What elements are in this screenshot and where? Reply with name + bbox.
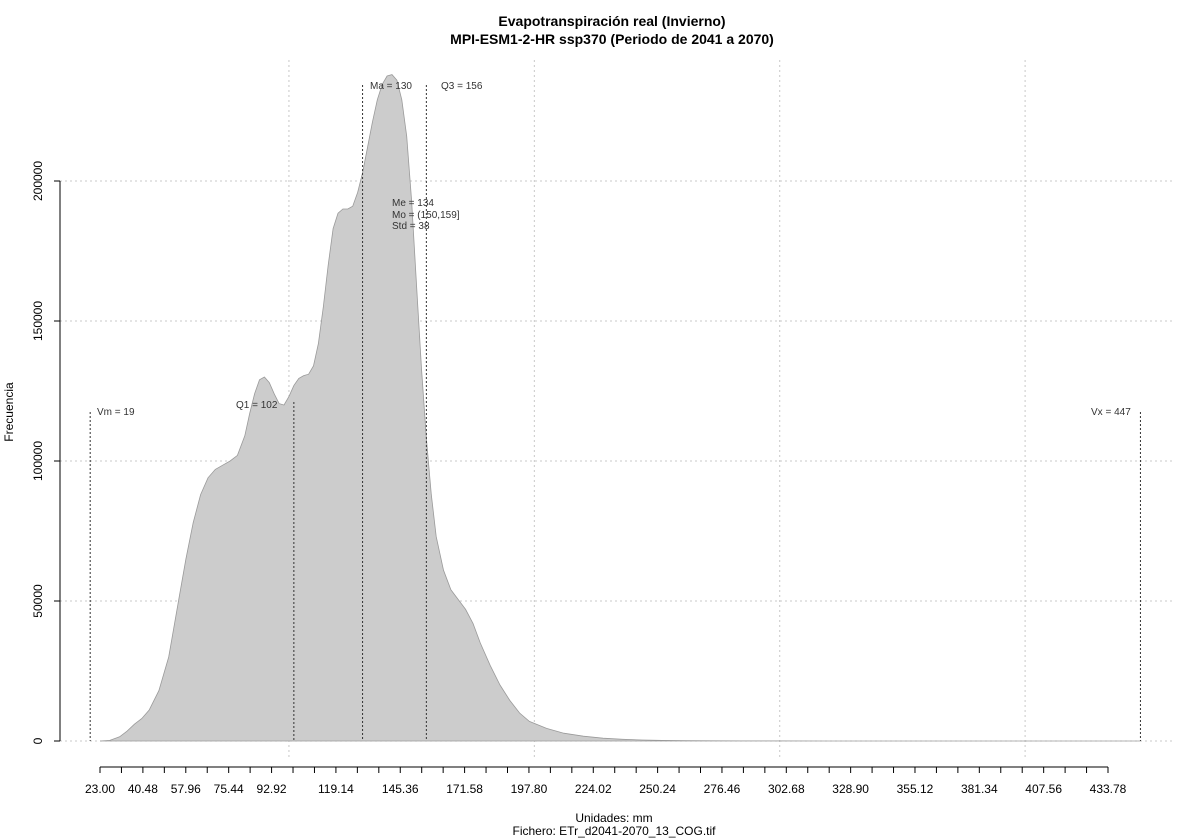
x-tick-label: 197.80 <box>511 782 548 796</box>
axis-layer: 0 50000 100000 150000 200000 23.00 40.48 57.96 7… <box>31 161 1127 796</box>
x-tick-label: 355.12 <box>897 782 934 796</box>
x-tick-label: 75.44 <box>214 782 244 796</box>
annotation-std: Std = 38 <box>392 221 430 232</box>
y-tick-label: 0 <box>31 737 45 744</box>
x-tick-label: 302.68 <box>768 782 805 796</box>
x-tick-label: 276.46 <box>704 782 741 796</box>
x-axis-label: Unidades: mm <box>575 811 652 825</box>
y-tick-label: 200000 <box>31 161 45 201</box>
x-tick-label: 250.24 <box>639 782 676 796</box>
annotation-me: Me = 134 <box>392 198 434 209</box>
annotation-mo: Mo = (150,159] <box>392 210 460 221</box>
y-tick-label: 50000 <box>31 584 45 618</box>
x-tick-label: 23.00 <box>85 782 115 796</box>
annotation-ma: Ma = 130 <box>370 81 412 92</box>
x-tick-label: 92.92 <box>257 782 287 796</box>
x-tick-label: 145.36 <box>382 782 419 796</box>
x-tick-label: 381.34 <box>961 782 998 796</box>
chart-subtitle: MPI-ESM1-2-HR ssp370 (Periodo de 2041 a … <box>450 31 774 47</box>
y-axis-label: Frecuencia <box>2 382 16 442</box>
x-tick-label: 57.96 <box>171 782 201 796</box>
x-tick-label: 171.58 <box>446 782 483 796</box>
stat-lines-layer <box>89 85 1141 741</box>
x-tick-label: 328.90 <box>832 782 869 796</box>
y-tick-label: 150000 <box>31 301 45 341</box>
x-tick-label: 119.14 <box>318 782 354 796</box>
chart-title: Evapotranspiración real (Invierno) <box>498 13 725 29</box>
file-caption: Fichero: ETr_d2041-2070_13_COG.tif <box>513 824 717 838</box>
x-tick-label: 224.02 <box>575 782 612 796</box>
x-tick-label: 433.78 <box>1090 782 1127 796</box>
annotation-q3: Q3 = 156 <box>441 81 483 92</box>
annotation-q1: Q1 = 102 <box>236 400 278 411</box>
annotation-vx: Vx = 447 <box>1091 407 1131 418</box>
x-tick-label: 40.48 <box>128 782 158 796</box>
annotation-vm: Vm = 19 <box>97 407 135 418</box>
area-layer <box>99 74 1141 742</box>
density-area <box>99 74 1141 742</box>
text-layer: Evapotranspiración real (Invierno) MPI-E… <box>2 13 1131 838</box>
y-tick-label: 100000 <box>31 441 45 481</box>
x-tick-label: 407.56 <box>1025 782 1062 796</box>
